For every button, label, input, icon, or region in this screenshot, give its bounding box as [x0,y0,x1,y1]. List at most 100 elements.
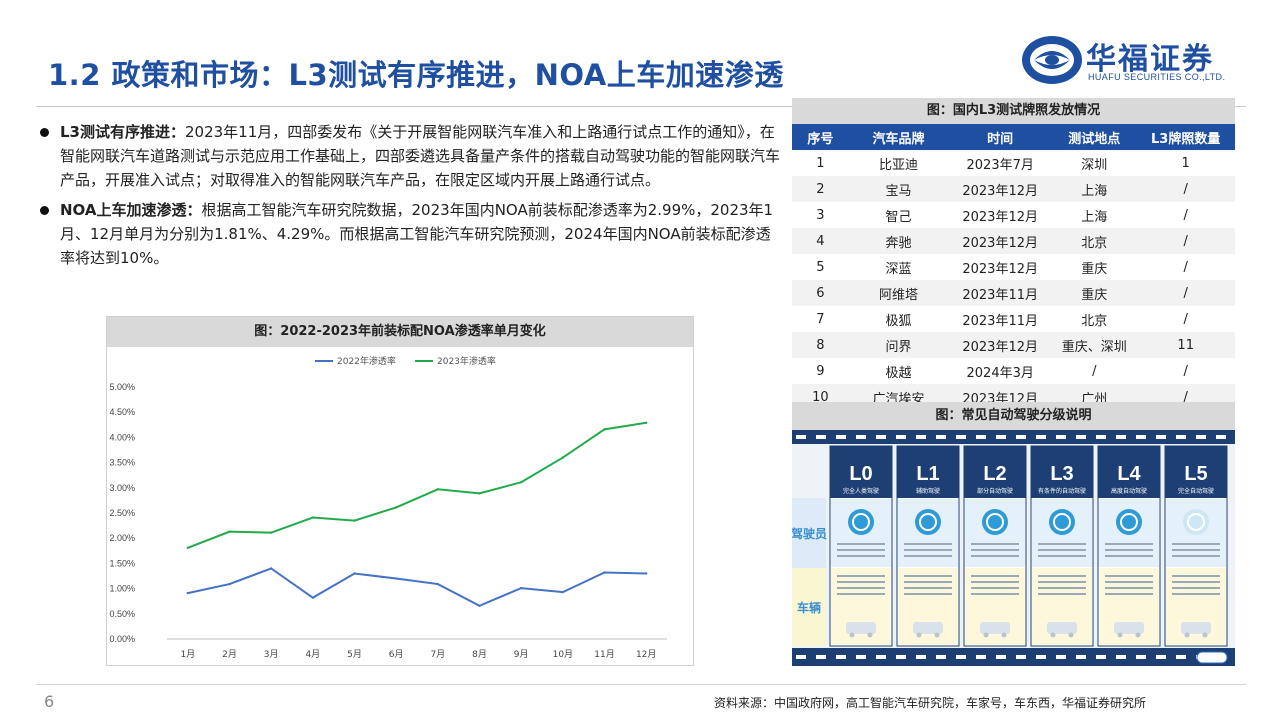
series-line-1 [187,421,647,549]
x-tick-label: 1月 [180,649,195,660]
description-line [1172,555,1220,557]
level-header [964,446,1026,498]
vehicle-band [792,568,826,646]
lane-marking [976,435,986,439]
steering-wheel-icon [1183,509,1209,535]
description-line [1038,543,1086,545]
bullet-item: L3测试有序推进：2023年11月，四部委发布《关于开展智能网联汽车准入和上路通… [40,120,780,192]
table-row: 8 问界 2023年12月 重庆、深圳 11 [792,332,1235,358]
table-header-cell: 测试地点 [1052,124,1137,150]
y-tick-label: 3.00% [109,483,135,493]
source-note: 资料来源：中国政府网，高工智能汽车研究院，车家号，车东西，华福证券研究所 [714,696,1147,710]
description-line [1105,587,1153,589]
description-line [904,555,952,557]
level-label: L0 [849,463,872,485]
level-name: 部分自动驾驶 [977,487,1013,495]
table-cell: 宝马 [848,176,949,202]
description-line [837,587,885,589]
steering-wheel-icon [848,509,874,535]
data-point [603,571,606,574]
lane-marking [1016,655,1026,659]
lane-marking [796,435,806,439]
lane-marking [1196,435,1206,439]
table-cell: 重庆、深圳 [1052,332,1137,358]
description-line [1105,543,1153,545]
car-wheel [1001,632,1007,638]
steering-wheel-icon [1116,509,1142,535]
table-cell: 上海 [1052,176,1137,202]
levels-caption: 图：常见自动驾驶分级说明 [792,402,1235,430]
x-tick-label: 9月 [514,649,529,660]
table-header-cell: L3牌照数量 [1136,124,1235,150]
steering-wheel-ring [986,513,1004,531]
data-point [269,567,273,570]
description-line [904,593,952,595]
table-caption: 图：国内L3测试牌照发放情况 [792,98,1235,124]
logo-subtext: HUAFU SECURITIES CO.,LTD. [1088,72,1226,82]
steering-wheel-ring [1120,513,1138,531]
table-cell: 2023年12月 [948,176,1053,202]
lane-marking [936,435,946,439]
table-cell: 上海 [1081,209,1108,225]
car-wheel [1135,632,1141,638]
table-cell: 2023年12月 [948,332,1053,358]
lane-marking [1016,435,1026,439]
table-header-row: 序号 汽车品牌 时间 测试地点 L3牌照数量 [792,124,1235,150]
data-point [228,530,231,533]
level-header [1098,446,1160,498]
level-name: 完全人类驾驶 [843,487,879,495]
table-cell: / [1136,228,1235,254]
lane-marking [1136,435,1146,439]
description-line [1105,581,1153,583]
y-tick-label: 2.00% [109,533,135,543]
legend-label: 2022年渗透率 [337,355,396,367]
lane-marking [1116,435,1126,439]
description-line [837,581,885,583]
car-wheel [916,632,922,638]
description-line [1172,543,1220,545]
x-tick-label: 7月 [430,649,445,660]
data-point [353,572,356,575]
description-line [1038,581,1086,583]
level-name: 有条件的自动驾驶 [1038,487,1086,495]
lane-marking [956,655,966,659]
lane-marking [996,655,1006,659]
table-cell: 4 [792,228,849,254]
table-row: 3 智己 2023年12月 上海 / [792,202,1235,228]
driver-label: 驾驶员 [792,526,827,541]
y-tick-label: 4.50% [109,407,135,417]
car-wheel [983,632,989,638]
y-tick-label: 3.50% [109,458,135,468]
car-wheel [849,632,855,638]
table-cell: / [1092,363,1097,379]
car-icon [980,622,1010,634]
bullet-text: 根据高工智能汽车研究院数据，2023年国内NOA前装标配渗透率为2.99%，20… [60,201,774,267]
lane-marking [1136,655,1146,659]
data-point [603,428,606,431]
table-cell: 8 [792,332,849,358]
footer-divider [36,684,1246,685]
lane-marking [996,435,1006,439]
chart-plot: 0.00% 0.50% 1.00% 1.50% 2.00% 2.50% 3.00% 3.50%… [109,355,667,660]
data-point [269,531,273,534]
description-line [1172,549,1220,551]
data-point [228,582,231,586]
description-line [1172,593,1220,595]
data-point [186,546,190,549]
table-row: 7 极狐 2023年11月 北京 / [792,306,1235,332]
car-wheel [1068,632,1074,638]
lane-marking [916,655,926,659]
description-line [904,549,952,551]
table-cell: 问界 [848,332,949,358]
x-tick-label: 2月 [222,649,237,660]
huafu-logo-icon [1022,36,1082,84]
table-cell: 6 [792,280,849,306]
description-line [971,549,1019,551]
level-header [1031,446,1093,498]
car-icon [1114,622,1144,634]
x-tick-label: 11月 [594,649,614,660]
table-cell: / [1136,176,1235,202]
table-row: 2 宝马 2023年12月 上海 / [792,176,1235,202]
lane-marking [1036,435,1046,439]
